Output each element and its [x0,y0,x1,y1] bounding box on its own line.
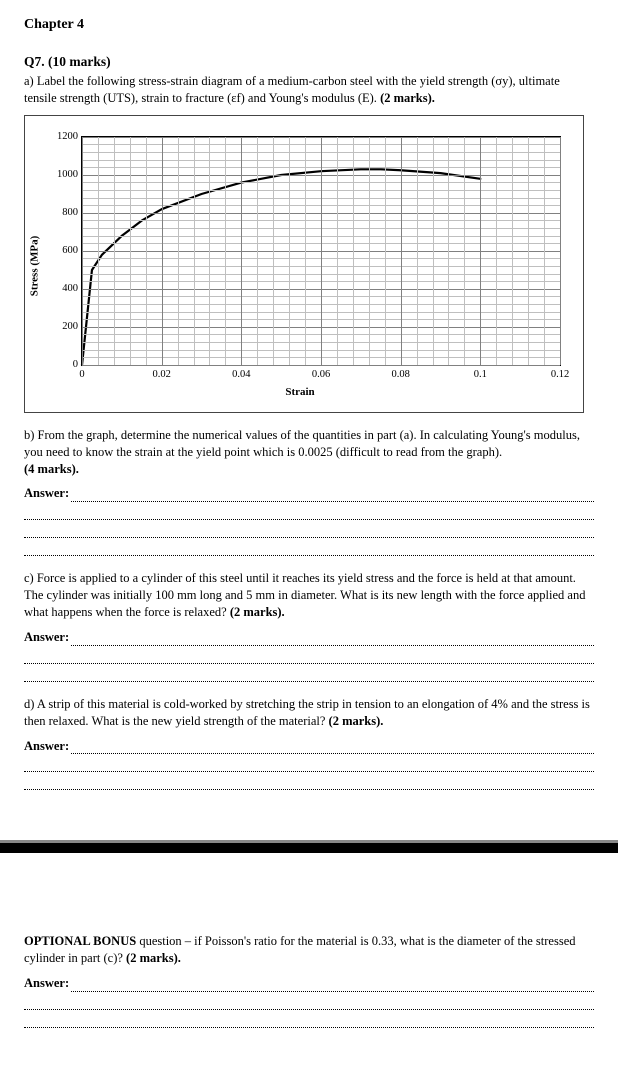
ytick-label: 1200 [40,130,82,144]
xtick-label: 0.12 [551,365,569,382]
part-d-marks: (2 marks). [329,714,384,728]
part-c-body: Force is applied to a cylinder of this s… [24,571,585,619]
bonus-text: OPTIONAL BONUS question – if Poisson's r… [24,933,594,967]
xtick-label: 0.06 [312,365,330,382]
bonus: OPTIONAL BONUS question – if Poisson's r… [24,933,594,1028]
answer-line [71,977,594,992]
answer-line [24,505,594,520]
ytick-label: 0 [40,358,82,372]
ytick-label: 200 [40,320,82,334]
chart-plot: 02004006008001000120000.020.040.060.080.… [81,136,561,366]
part-a-label: a) [24,74,37,88]
part-a-text: a) Label the following stress-strain dia… [24,73,594,107]
answer-line [24,995,594,1010]
part-b: b) From the graph, determine the numeric… [24,427,594,557]
answer-line [71,739,594,754]
part-b-body: From the graph, determine the numerical … [24,428,580,459]
answer-label: Answer: [24,975,71,992]
ytick-label: 800 [40,206,82,220]
xtick-label: 0.1 [474,365,487,382]
answer-line [24,541,594,556]
part-d-text: d) A strip of this material is cold-work… [24,696,594,730]
part-d-label: d) [24,697,37,711]
xtick-label: 0.04 [232,365,250,382]
answer-row: Answer: [24,975,594,992]
part-d: d) A strip of this material is cold-work… [24,696,594,791]
answer-line [71,487,594,502]
bonus-marks: (2 marks). [126,951,181,965]
answer-line [71,631,594,646]
answer-line [24,649,594,664]
stress-strain-chart: Stress (MPa) 02004006008001000120000.020… [24,115,584,413]
xtick-label: 0.08 [391,365,409,382]
part-b-marks: (4 marks). [24,462,79,476]
xtick-label: 0.02 [152,365,170,382]
answer-label: Answer: [24,738,71,755]
answer-label: Answer: [24,629,71,646]
ytick-label: 1000 [40,168,82,182]
answer-line [24,667,594,682]
part-d-body: A strip of this material is cold-worked … [24,697,590,728]
part-b-label: b) [24,428,38,442]
part-a-body: Label the following stress-strain diagra… [24,74,560,105]
answer-line [24,757,594,772]
answer-row: Answer: [24,738,594,755]
answer-line [24,1013,594,1028]
chart-xlabel: Strain [29,385,571,400]
part-b-text: b) From the graph, determine the numeric… [24,427,594,478]
answer-row: Answer: [24,485,594,502]
answer-line [24,523,594,538]
part-c-text: c) Force is applied to a cylinder of thi… [24,570,594,621]
chart-area: Stress (MPa) 02004006008001000120000.020… [29,126,571,406]
answer-row: Answer: [24,629,594,646]
part-c-marks: (2 marks). [230,605,285,619]
chapter-title: Chapter 4 [24,16,594,35]
ytick-label: 400 [40,282,82,296]
answer-label: Answer: [24,485,71,502]
xtick-label: 0 [79,365,84,382]
question-header: Q7. (10 marks) [24,53,594,71]
part-a-marks: (2 marks). [380,91,435,105]
part-c-label: c) [24,571,37,585]
part-c: c) Force is applied to a cylinder of thi… [24,570,594,682]
answer-line [24,775,594,790]
ytick-label: 600 [40,244,82,258]
section-divider [0,840,618,853]
bonus-label: OPTIONAL BONUS [24,934,136,948]
